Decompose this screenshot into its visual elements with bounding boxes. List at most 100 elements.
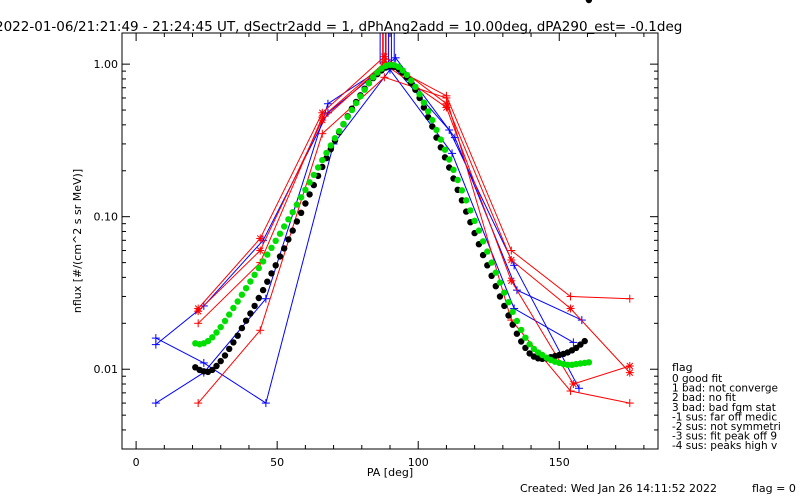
- fit-dot-green: [204, 337, 212, 345]
- fit-dot-green: [369, 74, 377, 81]
- fit-dot-green: [209, 334, 216, 341]
- fit-dot-green: [319, 156, 326, 164]
- legend-entry: -3 sus: fit peak off 9: [672, 431, 777, 443]
- fit-dot-green: [357, 93, 364, 100]
- fit-dot-black: [285, 236, 292, 243]
- fit-dot-green: [221, 317, 229, 325]
- series-line: [155, 62, 580, 404]
- fit-dot-black: [242, 317, 250, 324]
- fit-dot-green: [217, 323, 224, 331]
- fit-dot-black: [276, 253, 284, 260]
- fit-dot-green: [340, 120, 347, 128]
- series-line: [197, 63, 630, 385]
- plus-marker: [261, 399, 270, 408]
- star-marker: [256, 234, 265, 243]
- fit-dot-green: [433, 126, 440, 134]
- plus-marker: [261, 294, 270, 303]
- fit-dot-green: [479, 238, 487, 245]
- series-line: [155, 68, 574, 404]
- fit-dot-green: [416, 91, 423, 98]
- fit-dot-green: [327, 142, 334, 149]
- legend-title: flag: [672, 361, 693, 374]
- fit-dot-green: [522, 334, 529, 341]
- fit-dot-green: [399, 67, 406, 74]
- plus-marker: [391, 53, 400, 62]
- fit-dot-green: [323, 149, 330, 157]
- fit-dot-green: [344, 113, 351, 121]
- fit-dot-green: [336, 127, 343, 135]
- fit-dot-green: [484, 248, 491, 255]
- fit-dot-green: [395, 63, 402, 70]
- fit-dot-green: [501, 289, 508, 296]
- legend-entry: -1 sus: far off medic: [672, 411, 777, 423]
- fit-dot-black: [272, 262, 279, 269]
- series-line: [197, 55, 631, 373]
- plus-marker: [442, 91, 451, 100]
- star-marker: [442, 103, 451, 112]
- fit-dot-black: [479, 251, 487, 259]
- legend-entry: -2 sus: not symmetri: [672, 421, 781, 433]
- star-marker: [569, 380, 578, 389]
- fit-dot-green: [509, 308, 516, 315]
- fit-dot-black: [501, 302, 508, 310]
- x-axis-label: PA [deg]: [367, 466, 413, 479]
- y-axis: 0.01 0.10 1.00: [94, 58, 658, 450]
- fit-dot-green: [412, 83, 419, 91]
- fit-dot-green: [230, 304, 237, 312]
- star-marker: [507, 276, 516, 285]
- fit-dot-green: [408, 77, 415, 84]
- star-marker: [318, 116, 327, 125]
- fit-dot-green: [530, 345, 538, 353]
- fit-dot-green: [403, 71, 411, 79]
- fit-dot-green: [463, 197, 470, 204]
- plus-marker: [199, 358, 208, 367]
- fit-dot-black: [429, 123, 436, 130]
- fit-dot-black: [518, 338, 525, 345]
- fit-dot-black: [209, 366, 216, 374]
- fit-dot-black: [251, 302, 258, 310]
- fit-dot-green: [446, 156, 453, 163]
- fit-dot-green: [352, 99, 360, 107]
- plus-marker: [569, 338, 578, 347]
- plus-marker: [448, 149, 457, 158]
- fit-dot-green: [458, 187, 466, 194]
- star-marker: [194, 307, 203, 316]
- fit-dot-black: [213, 362, 220, 370]
- y-tick-label: 0.01: [94, 363, 119, 376]
- fit-dot-green: [471, 217, 478, 224]
- star-marker: [625, 362, 634, 371]
- fit-dot-black: [238, 324, 246, 332]
- fit-dot-green: [242, 285, 250, 292]
- fit-dot-green: [420, 99, 428, 106]
- x-axis: 0 50 100 150: [133, 33, 645, 469]
- x-tick-label: 150: [549, 456, 570, 469]
- fit-dot-green: [348, 106, 356, 114]
- fit-dot-black: [581, 337, 588, 345]
- fit-dot-green: [310, 171, 317, 179]
- fit-dot-green: [302, 186, 309, 193]
- fit-dot-green: [454, 176, 461, 184]
- fit-dot-black: [297, 209, 305, 216]
- star-marker: [380, 52, 389, 61]
- plus-marker: [151, 399, 160, 408]
- x-tick-label: 0: [133, 456, 140, 469]
- fit-dot-green: [268, 244, 275, 251]
- fit-dot-black: [281, 245, 288, 252]
- plus-marker: [256, 326, 265, 335]
- fit-dot-green: [251, 271, 258, 278]
- fit-dot-green: [475, 227, 483, 234]
- fit-dot-green: [247, 278, 254, 285]
- fit-dot-green: [492, 269, 499, 276]
- fit-dot-black: [289, 227, 296, 234]
- star-marker: [507, 256, 516, 265]
- x-tick-label: 50: [270, 456, 284, 469]
- fit-dot-black: [217, 357, 224, 365]
- series-line: [197, 62, 630, 324]
- fit-dot-green: [238, 291, 246, 298]
- fit-dot-green: [496, 279, 504, 286]
- fit-dot-green: [518, 326, 525, 334]
- star-marker: [256, 246, 265, 255]
- fit-dot-green: [424, 108, 432, 115]
- fit-dot-green: [513, 317, 521, 325]
